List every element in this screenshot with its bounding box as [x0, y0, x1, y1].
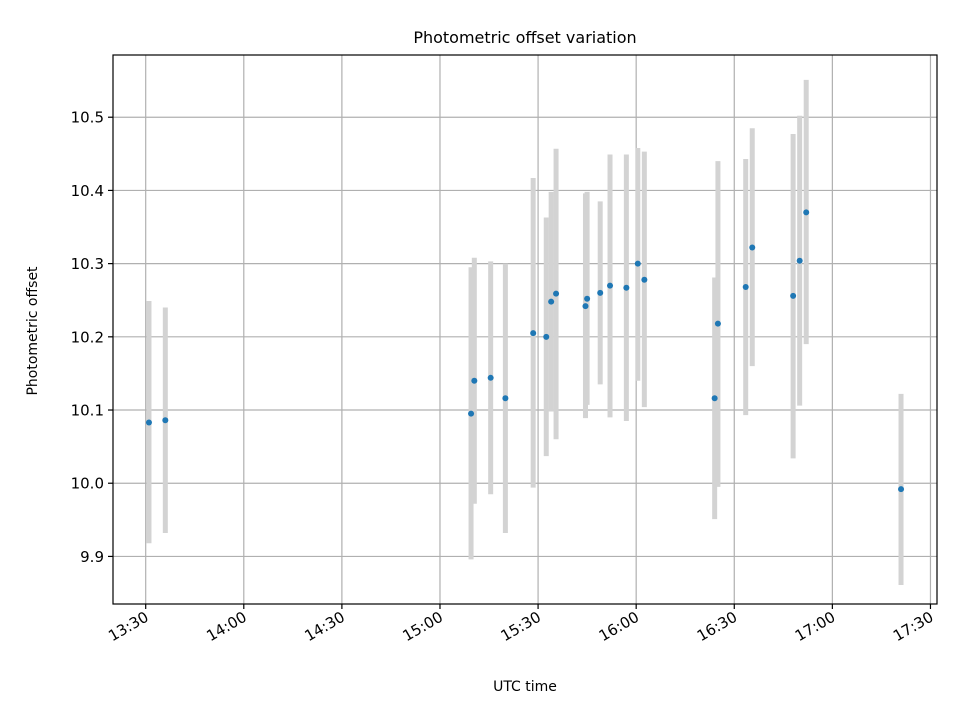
data-point [471, 377, 478, 384]
data-point [502, 395, 509, 402]
chart-title: Photometric offset variation [413, 28, 636, 47]
data-point [803, 209, 810, 216]
data-point [711, 395, 718, 402]
data-point [530, 330, 537, 337]
plot-frame [112, 54, 938, 605]
data-point [487, 374, 494, 381]
data-point [145, 419, 152, 426]
data-point [742, 284, 749, 291]
data-point [714, 320, 721, 327]
y-tick-label: 10.5 [71, 109, 104, 127]
data-point [553, 290, 560, 297]
data-point [582, 303, 589, 310]
grid-layer [113, 55, 937, 604]
y-tick-label: 10.3 [71, 255, 104, 273]
y-tick-label: 10.4 [71, 182, 104, 200]
y-tick-label: 10.0 [71, 475, 104, 493]
data-point [796, 257, 803, 264]
data-point [790, 292, 797, 299]
point-layer [145, 209, 905, 493]
data-point [543, 333, 550, 340]
y-tick-label: 9.9 [80, 548, 104, 566]
data-point [162, 417, 169, 424]
data-point [634, 260, 641, 267]
data-point [597, 289, 604, 296]
data-point [623, 284, 630, 291]
data-point [584, 295, 591, 302]
y-tick-label: 10.2 [71, 328, 104, 346]
data-point [607, 282, 614, 289]
data-point [548, 298, 555, 305]
data-point [749, 244, 756, 251]
data-point [641, 276, 648, 283]
data-point [468, 410, 475, 417]
y-axis-label: Photometric offset [25, 266, 41, 396]
y-tick-label: 10.1 [71, 402, 104, 420]
data-point [898, 486, 905, 493]
x-axis-label: UTC time [493, 679, 557, 695]
